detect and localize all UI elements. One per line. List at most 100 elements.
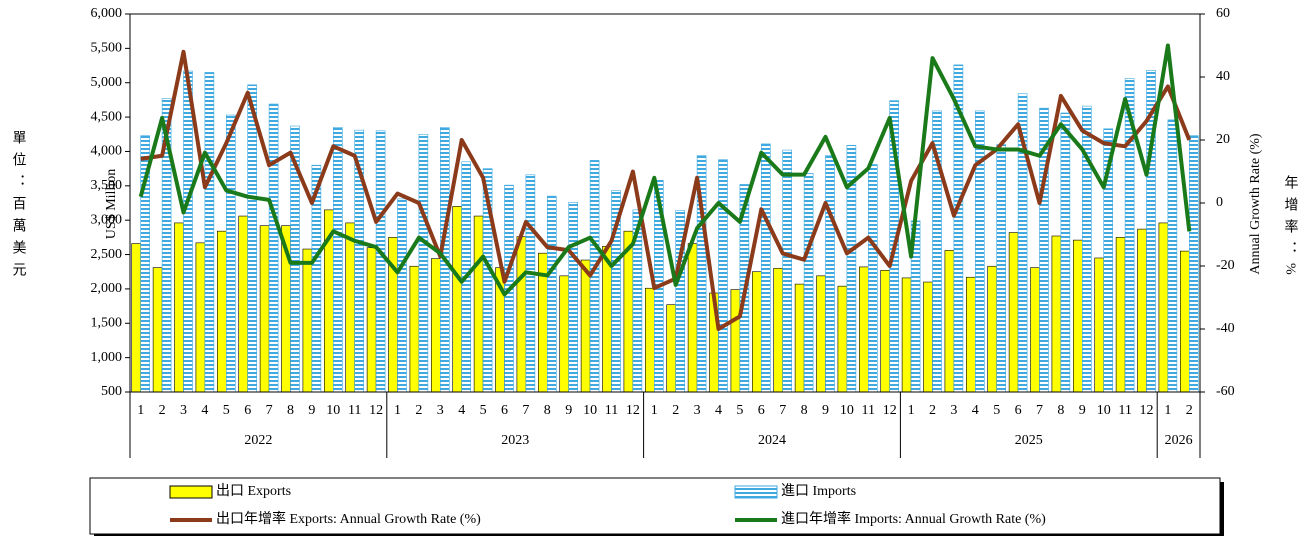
x-tick-label: 9 [822,403,829,418]
legend-box [89,477,1221,535]
bar [332,127,343,393]
bar [825,155,835,393]
bar [473,215,484,393]
x-tick-label: 5 [736,403,743,418]
y-unit-label: 單位：百萬美元 [11,130,27,284]
x-tick-label: 9 [565,403,572,418]
x-tick-label: 8 [544,403,551,418]
y-tick-label: 3,500 [91,178,123,193]
y2-tick-label: 60 [1216,6,1230,21]
x-tick-label: 12 [883,403,897,418]
x-tick-label: 5 [223,403,230,418]
x-tick-label: 7 [1036,403,1043,418]
bar [546,195,557,393]
legend-swatch [734,485,778,499]
bar [559,275,569,393]
bar [268,103,279,393]
bar [409,265,420,393]
y-tick-label: 500 [101,384,122,399]
x-tick-label: 3 [437,403,444,418]
bar [345,222,356,393]
legend-swatch [169,485,213,499]
x-tick-label: 7 [779,403,786,418]
x-group-label: 2024 [758,433,786,448]
bar [259,225,270,393]
x-tick-label: 3 [180,403,187,418]
bar [1060,112,1071,393]
y2-tick-label: 20 [1216,132,1230,147]
y-tick-label: 4,500 [91,109,123,124]
y2-axis-title: Annual Growth Rate (%) [1248,133,1263,274]
bar [1137,228,1147,393]
bar [944,250,955,393]
y-tick-label: 5,500 [91,41,123,56]
bar [516,236,527,393]
y2-unit-label: 年增率：% [1283,175,1299,283]
y-tick-label: 2,000 [91,281,123,296]
x-tick-label: 11 [348,403,361,418]
x-tick-label: 6 [501,403,508,418]
line-series [138,43,1192,297]
bar [452,206,463,393]
y2-tick-label: -20 [1216,258,1235,273]
x-tick-label: 4 [715,403,722,418]
x-tick-label: 9 [1079,403,1086,418]
y-axis-title: US$ Million [104,169,119,239]
x-tick-label: 10 [1097,403,1111,418]
bar [1051,235,1062,393]
bar [859,266,869,393]
bar [431,258,441,393]
x-group-label: 2023 [501,433,529,448]
bar [418,133,429,393]
x-tick-label: 2 [1186,403,1193,418]
x-tick-label: 10 [840,403,854,418]
bar [1180,250,1190,393]
y-tick-label: 5,000 [91,75,123,90]
x-tick-label: 1 [394,403,401,418]
bar [923,281,933,393]
bar [217,230,227,393]
bar [773,267,783,393]
legend-label: 出口 Exports [216,483,291,499]
bar [397,198,407,393]
x-tick-label: 4 [972,403,979,418]
bar [987,265,997,393]
x-tick-label: 11 [862,403,875,418]
x-tick-label: 3 [694,403,701,418]
x-tick-label: 8 [1057,403,1064,418]
legend-label: 進口年增率 Imports: Annual Growth Rate (%) [781,510,1046,527]
bar [760,143,771,393]
line-series [140,49,1192,331]
bar [974,110,985,393]
x-tick-label: 2 [415,403,422,418]
legend-label: 進口 Imports [781,483,856,499]
x-group-label: 2022 [244,433,272,448]
bar [782,149,792,393]
x-tick-label: 3 [950,403,957,418]
bar [525,174,536,393]
x-tick-label: 4 [458,403,465,418]
y2-tick-label: 40 [1216,69,1230,84]
y-tick-label: 4,000 [91,144,123,159]
bar [152,267,163,393]
y2-tick-label: 0 [1216,195,1223,210]
x-tick-label: 5 [480,403,487,418]
bar [1167,119,1178,393]
x-tick-label: 11 [605,403,618,418]
bar [131,243,142,393]
bar [730,289,741,393]
x-tick-label: 2 [159,403,166,418]
bar [1189,135,1199,393]
x-tick-label: 12 [626,403,640,418]
x-group-label: 2025 [1015,433,1043,448]
bar [375,130,386,393]
bar [880,270,890,393]
bar [247,84,257,393]
bar [183,70,193,393]
y2-tick-label: -40 [1216,321,1235,336]
x-tick-label: 12 [1140,403,1154,418]
bar [1073,239,1083,393]
x-tick-label: 1 [137,403,144,418]
bar [302,248,313,393]
